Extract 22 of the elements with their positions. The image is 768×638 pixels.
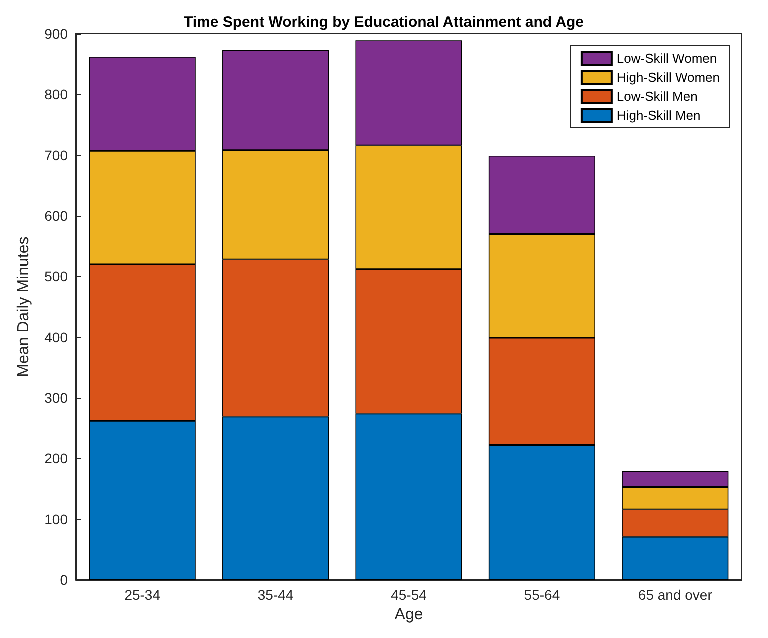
y-tick-label: 800 xyxy=(44,86,68,103)
x-tick-label: 25-34 xyxy=(124,587,161,603)
chart-title: Time Spent Working by Educational Attainment and Age xyxy=(184,14,584,31)
legend-label: Low-Skill Men xyxy=(616,89,698,104)
legend-label: High-Skill Women xyxy=(616,70,720,85)
y-tick-label: 700 xyxy=(44,147,68,164)
x-tick-label: 35-44 xyxy=(258,587,294,603)
legend-label: Low-Skill Women xyxy=(616,51,718,66)
y-axis-title: Mean Daily Minutes xyxy=(16,236,32,378)
y-tick-label: 200 xyxy=(44,450,68,467)
y-tick-label: 100 xyxy=(44,511,68,528)
y-tick-label: 500 xyxy=(44,268,68,285)
y-tick-label: 0 xyxy=(60,572,68,588)
x-tick-label: 55-64 xyxy=(524,587,560,603)
y-tick-label: 300 xyxy=(44,390,68,406)
y-tick-label: 600 xyxy=(44,208,68,224)
x-tick-label: 65 and over xyxy=(638,587,713,603)
y-tick-label: 900 xyxy=(44,26,68,42)
legend-label: High-Skill Men xyxy=(616,108,701,123)
x-axis-title: Age xyxy=(394,606,424,624)
y-tick-label: 400 xyxy=(44,329,68,346)
x-tick-label: 45-54 xyxy=(391,587,428,603)
